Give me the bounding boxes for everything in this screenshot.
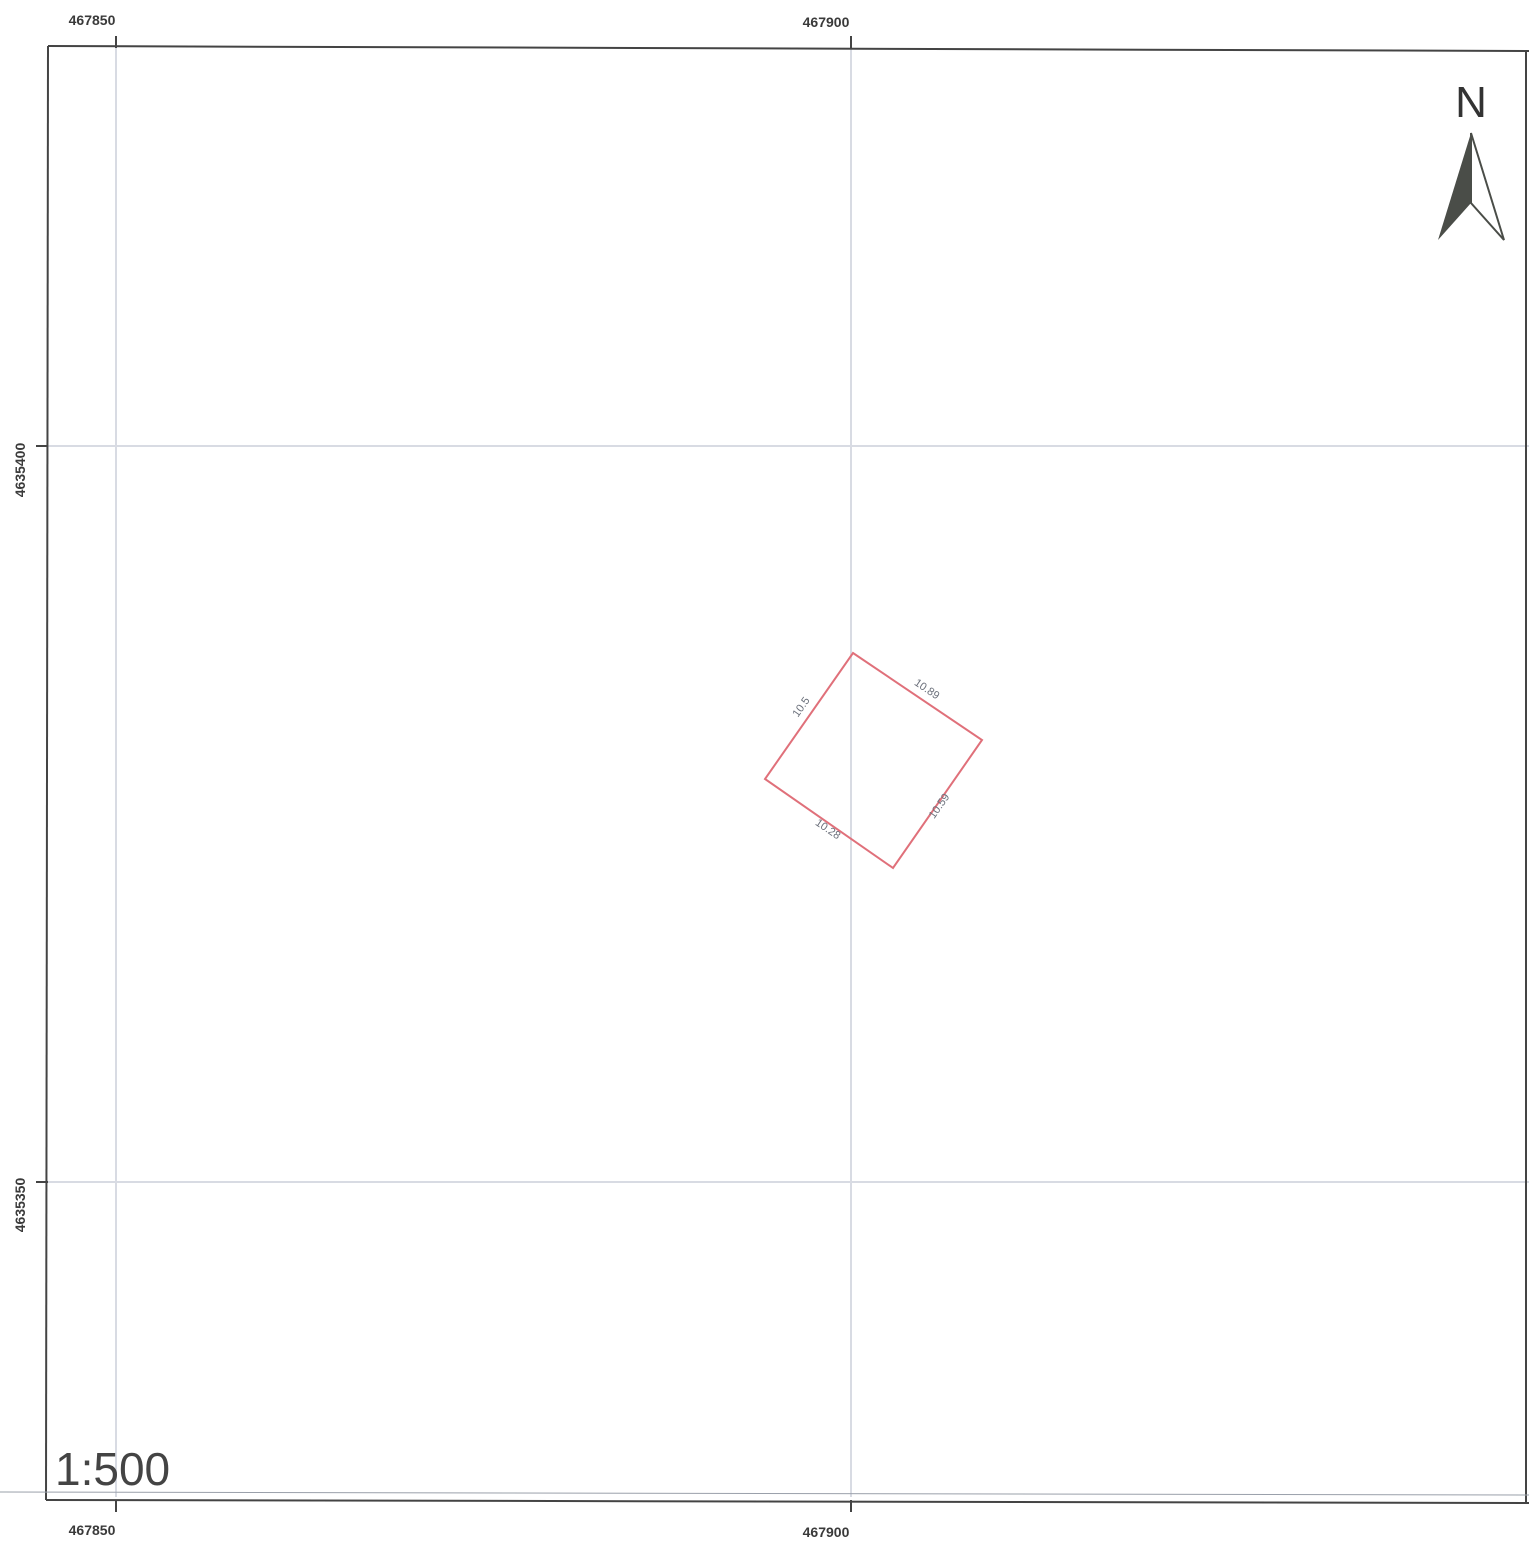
tick-marks xyxy=(36,36,852,1512)
scale-label: 1:500 xyxy=(55,1443,170,1495)
map-frame xyxy=(0,45,1529,1504)
north-arrow-label: N xyxy=(1455,78,1487,127)
graticule xyxy=(48,48,1529,1497)
x-tick-label-top-467850: 467850 xyxy=(69,12,116,28)
parcel-edge-label-ne: 10.89 xyxy=(912,677,942,702)
x-tick-label-bottom-467900: 467900 xyxy=(803,1524,850,1540)
x-tick-label-bottom-467850: 467850 xyxy=(69,1522,116,1538)
y-tick-label-4635350: 4635350 xyxy=(12,1178,28,1233)
parcel-edge-label-sw: 10.28 xyxy=(813,817,843,842)
y-tick-label-4635400: 4635400 xyxy=(12,443,28,498)
x-tick-label-top-467900: 467900 xyxy=(803,14,850,30)
parcel-polygon[interactable] xyxy=(763,651,984,870)
north-arrow-icon: N xyxy=(1438,78,1505,241)
parcel-edge-label-se: 10.59 xyxy=(927,792,953,821)
